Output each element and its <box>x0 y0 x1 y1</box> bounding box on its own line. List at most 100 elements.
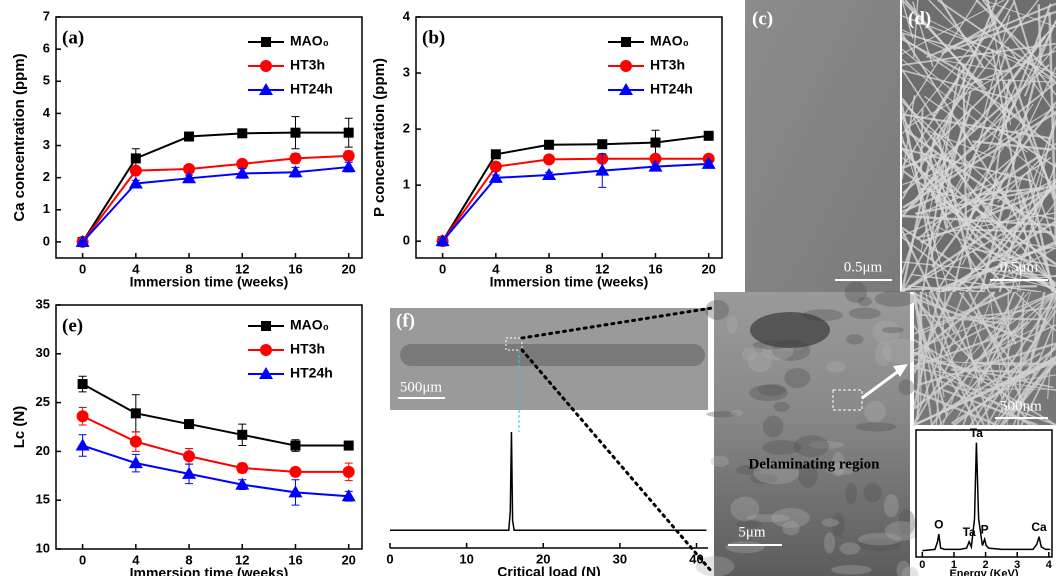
texture <box>774 402 790 412</box>
texture <box>839 542 860 554</box>
texture <box>885 521 920 541</box>
marker <box>76 439 90 451</box>
series-line <box>390 432 706 530</box>
texture <box>794 435 830 457</box>
x-tick-label: 30 <box>613 551 627 566</box>
texture <box>826 361 846 372</box>
scale-text: 0.5μm <box>1000 259 1039 275</box>
y-tick-label: 35 <box>36 296 50 311</box>
x-tick-label: 4 <box>1046 559 1053 571</box>
legend-marker <box>260 344 272 356</box>
scratch-track <box>400 344 705 366</box>
y-tick-label: 10 <box>36 540 50 555</box>
x-axis-title: Immersion time (weeks) <box>130 565 289 576</box>
legend-marker <box>620 60 632 72</box>
texture <box>863 483 881 503</box>
legend-label: MAO₀ <box>290 317 329 333</box>
marker <box>490 161 502 173</box>
texture <box>730 410 743 416</box>
texture <box>822 519 839 527</box>
y-tick-label: 7 <box>43 8 50 23</box>
marker <box>597 139 607 149</box>
marker <box>236 462 248 474</box>
annotation: Ta <box>970 426 983 440</box>
texture <box>976 318 1043 319</box>
legend-label: MAO₀ <box>290 33 329 49</box>
y-tick-label: 4 <box>403 8 411 23</box>
texture <box>864 401 886 422</box>
marker <box>289 466 301 478</box>
texture <box>849 308 881 320</box>
series-line <box>443 136 709 241</box>
marker <box>344 128 354 138</box>
marker <box>290 128 300 138</box>
legend-marker <box>261 37 271 47</box>
panel-label: (f) <box>396 310 415 331</box>
scale-text: 0.5μm <box>844 259 883 275</box>
marker <box>183 450 195 462</box>
marker <box>237 128 247 138</box>
marker <box>130 165 142 177</box>
plot-frame <box>916 430 1052 557</box>
legend-label: HT24h <box>650 81 693 97</box>
texture <box>845 483 857 505</box>
y-axis-title: P concentration (ppm) <box>371 58 388 217</box>
marker <box>290 441 300 451</box>
legend-label: HT3h <box>290 341 325 357</box>
panel-label: (e) <box>62 315 83 336</box>
marker <box>543 153 555 165</box>
texture <box>730 497 759 522</box>
texture <box>758 384 787 396</box>
marker <box>131 408 141 418</box>
marker <box>343 466 355 478</box>
texture <box>727 316 738 333</box>
y-tick-label: 0 <box>403 233 410 248</box>
y-tick-label: 2 <box>43 169 50 184</box>
series-line <box>83 416 349 472</box>
legend-label: HT24h <box>290 81 333 97</box>
marker <box>289 152 301 164</box>
annotation: Ta <box>963 525 976 539</box>
marker <box>130 436 142 448</box>
texture <box>875 291 916 307</box>
y-tick-label: 3 <box>43 137 50 152</box>
texture <box>846 334 864 344</box>
y-tick-label: 6 <box>43 41 50 56</box>
series-line <box>443 159 709 241</box>
texture <box>824 532 835 553</box>
y-tick-label: 0 <box>43 233 50 248</box>
texture <box>898 379 914 395</box>
x-tick-label: 0 <box>439 261 446 276</box>
marker <box>237 430 247 440</box>
marker <box>343 150 355 162</box>
panel-label: (d) <box>908 8 931 29</box>
texture <box>711 456 729 467</box>
x-tick-label: 16 <box>288 552 302 567</box>
marker <box>650 138 660 148</box>
x-tick-label: 0 <box>386 551 393 566</box>
x-tick-label: 0 <box>919 559 925 571</box>
texture <box>875 341 891 366</box>
texture <box>882 327 904 333</box>
annotation: P <box>981 522 989 536</box>
y-tick-label: 1 <box>43 201 50 216</box>
x-tick-label: 20 <box>341 261 355 276</box>
panel-label: (c) <box>752 8 773 29</box>
plot-frame <box>416 17 722 258</box>
marker <box>704 131 714 141</box>
legend-marker <box>260 60 272 72</box>
marker <box>544 140 554 150</box>
marker <box>344 441 354 451</box>
texture <box>784 368 810 388</box>
panel-label: (a) <box>62 27 84 48</box>
scale-text: 5μm <box>738 524 766 540</box>
texture <box>831 565 871 575</box>
marker <box>491 149 501 159</box>
caption: Delaminating region <box>749 456 881 472</box>
scale-text: 500nm <box>1000 398 1042 414</box>
annotation: O <box>934 517 943 531</box>
x-tick-label: 10 <box>459 551 473 566</box>
marker <box>131 153 141 163</box>
panel-label: (b) <box>422 27 445 48</box>
x-tick-label: 16 <box>648 261 662 276</box>
